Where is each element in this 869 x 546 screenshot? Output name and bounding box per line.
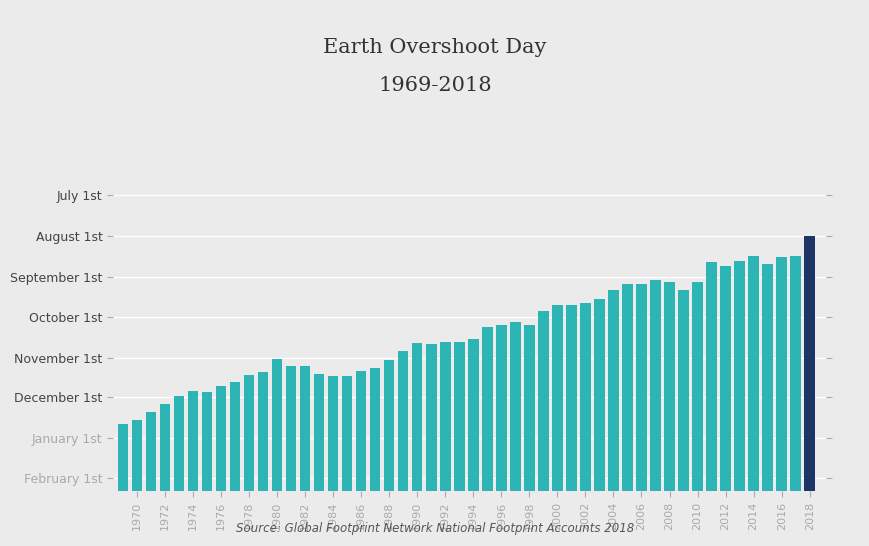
Bar (775, 257, 786, 491)
Bar (383, 360, 394, 491)
Bar (481, 327, 492, 491)
Text: 1969-2018: 1969-2018 (378, 76, 491, 96)
Bar (131, 420, 142, 491)
Bar (580, 304, 590, 491)
Bar (607, 290, 618, 491)
Bar (790, 256, 800, 491)
Bar (509, 322, 520, 491)
Bar (538, 311, 548, 491)
Bar (495, 325, 506, 491)
Bar (664, 282, 674, 491)
Bar (649, 280, 660, 491)
Bar (300, 366, 310, 491)
Bar (552, 305, 562, 491)
Bar (468, 339, 478, 491)
Text: Earth Overshoot Day: Earth Overshoot Day (323, 38, 546, 57)
Bar (761, 264, 772, 491)
Bar (397, 351, 408, 491)
Bar (440, 342, 450, 491)
Text: Source: Global Footprint Network National Footprint Accounts 2018: Source: Global Footprint Network Nationa… (235, 522, 634, 535)
Bar (160, 404, 170, 491)
Bar (678, 290, 688, 491)
Bar (229, 382, 240, 491)
Bar (286, 366, 296, 491)
Bar (328, 376, 338, 491)
Bar (454, 342, 464, 491)
Bar (523, 325, 534, 491)
Bar (257, 372, 268, 491)
Bar (314, 373, 324, 491)
Bar (426, 345, 436, 491)
Bar (692, 282, 702, 491)
Bar (594, 299, 604, 491)
Bar (412, 343, 422, 491)
Bar (621, 283, 632, 491)
Bar (145, 412, 156, 491)
Bar (566, 305, 576, 491)
Bar (706, 263, 716, 491)
Bar (243, 375, 254, 491)
Bar (117, 424, 128, 491)
Bar (804, 236, 814, 491)
Bar (369, 369, 380, 491)
Bar (174, 396, 184, 491)
Bar (202, 392, 212, 491)
Bar (342, 376, 352, 491)
Bar (355, 371, 366, 491)
Bar (747, 256, 758, 491)
Bar (216, 385, 226, 491)
Bar (188, 391, 198, 491)
Bar (271, 359, 282, 491)
Bar (720, 266, 730, 491)
Bar (635, 283, 646, 491)
Bar (733, 261, 744, 491)
